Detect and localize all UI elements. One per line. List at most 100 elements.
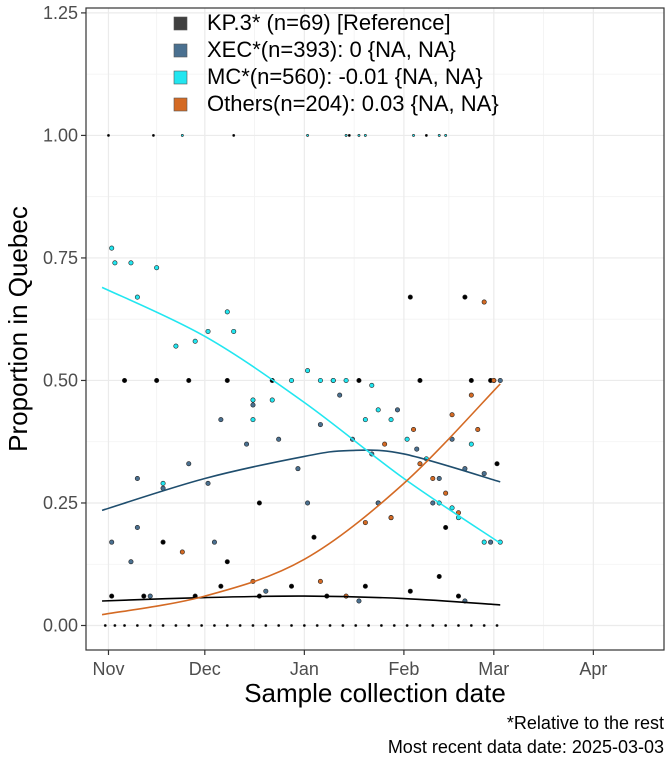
data-point bbox=[375, 407, 381, 413]
data-point bbox=[250, 397, 256, 403]
data-point bbox=[224, 377, 230, 383]
data-point bbox=[173, 343, 179, 349]
data-point bbox=[380, 624, 383, 627]
data-point bbox=[462, 294, 468, 300]
data-point bbox=[317, 578, 323, 584]
data-point bbox=[367, 624, 370, 627]
data-point bbox=[356, 598, 362, 604]
data-point bbox=[290, 624, 293, 627]
data-point bbox=[317, 377, 323, 383]
data-point bbox=[411, 426, 417, 432]
data-point bbox=[263, 588, 269, 594]
data-point bbox=[449, 412, 455, 418]
data-point bbox=[436, 573, 442, 579]
data-point bbox=[341, 624, 345, 627]
data-point bbox=[141, 593, 147, 599]
data-point bbox=[414, 446, 420, 452]
data-point bbox=[443, 490, 449, 496]
data-point bbox=[481, 299, 487, 305]
x-tick-label: Jan bbox=[290, 659, 319, 679]
y-tick-label: 0.75 bbox=[43, 248, 78, 268]
data-point bbox=[417, 377, 423, 383]
legend-label: MC*(n=560): -0.01 {NA, NA} bbox=[207, 64, 483, 89]
plot-panel bbox=[86, 8, 664, 650]
x-tick-label: Nov bbox=[92, 659, 124, 679]
data-point bbox=[457, 624, 460, 627]
data-point bbox=[250, 417, 256, 423]
data-point bbox=[225, 624, 229, 627]
data-point bbox=[109, 245, 115, 251]
y-tick-label: 0.50 bbox=[43, 370, 78, 390]
fit-line bbox=[101, 449, 501, 512]
data-point bbox=[388, 417, 394, 423]
fit-line bbox=[101, 383, 501, 616]
data-point bbox=[315, 624, 319, 627]
data-point bbox=[337, 392, 343, 398]
data-point bbox=[123, 624, 126, 627]
legend-key bbox=[173, 16, 188, 31]
data-point bbox=[305, 368, 311, 374]
data-point bbox=[392, 624, 396, 627]
data-point bbox=[317, 422, 323, 428]
data-point bbox=[424, 134, 428, 137]
data-point bbox=[469, 624, 473, 627]
data-point bbox=[276, 436, 282, 442]
data-point bbox=[417, 461, 423, 467]
data-point bbox=[218, 417, 224, 423]
data-point bbox=[311, 534, 317, 540]
data-point bbox=[135, 624, 139, 627]
data-point bbox=[154, 377, 160, 383]
data-point bbox=[362, 520, 368, 526]
data-point bbox=[250, 402, 256, 408]
fit-line bbox=[101, 286, 501, 544]
x-tick-label: Dec bbox=[189, 659, 221, 679]
data-point bbox=[362, 417, 368, 423]
data-point bbox=[468, 392, 474, 398]
data-point bbox=[449, 505, 455, 511]
data-point bbox=[148, 624, 152, 627]
data-point bbox=[305, 500, 311, 506]
data-point bbox=[122, 377, 128, 383]
data-point bbox=[200, 624, 204, 627]
data-point bbox=[394, 407, 400, 413]
fit-lines bbox=[101, 286, 501, 616]
data-point bbox=[224, 309, 230, 315]
data-point bbox=[109, 539, 115, 545]
data-point bbox=[444, 134, 448, 137]
data-point bbox=[251, 624, 255, 627]
data-point bbox=[449, 436, 455, 442]
data-point bbox=[213, 624, 216, 627]
y-tick-label: 0.00 bbox=[43, 615, 78, 635]
data-point bbox=[134, 294, 140, 300]
data-point bbox=[224, 559, 230, 565]
legend-label: XEC*(n=393): 0 {NA, NA} bbox=[207, 37, 456, 62]
data-point bbox=[109, 593, 115, 599]
legend: KP.3* (n=69) [Reference]XEC*(n=393): 0 {… bbox=[173, 10, 499, 116]
data-point bbox=[455, 593, 461, 599]
data-point bbox=[482, 624, 486, 627]
data-point bbox=[113, 624, 117, 627]
data-point bbox=[231, 328, 237, 334]
data-point bbox=[431, 624, 435, 627]
data-point bbox=[354, 624, 358, 627]
legend-label: Others(n=204): 0.03 {NA, NA} bbox=[207, 91, 499, 116]
data-point bbox=[218, 583, 224, 589]
data-point bbox=[407, 588, 413, 594]
data-point bbox=[192, 338, 198, 344]
data-point bbox=[152, 134, 155, 137]
data-point bbox=[468, 441, 474, 447]
data-point bbox=[468, 377, 474, 383]
data-point bbox=[134, 524, 140, 530]
data-point bbox=[488, 539, 494, 545]
x-tick-label: Apr bbox=[579, 659, 607, 679]
data-point bbox=[180, 134, 184, 137]
data-point bbox=[344, 134, 348, 137]
data-point bbox=[256, 500, 262, 506]
data-point bbox=[481, 539, 487, 545]
legend-key bbox=[173, 70, 188, 85]
legend-key bbox=[173, 97, 188, 112]
caption-line-1: *Relative to the rest bbox=[507, 713, 664, 733]
data-point bbox=[405, 624, 409, 627]
data-point bbox=[494, 461, 500, 467]
